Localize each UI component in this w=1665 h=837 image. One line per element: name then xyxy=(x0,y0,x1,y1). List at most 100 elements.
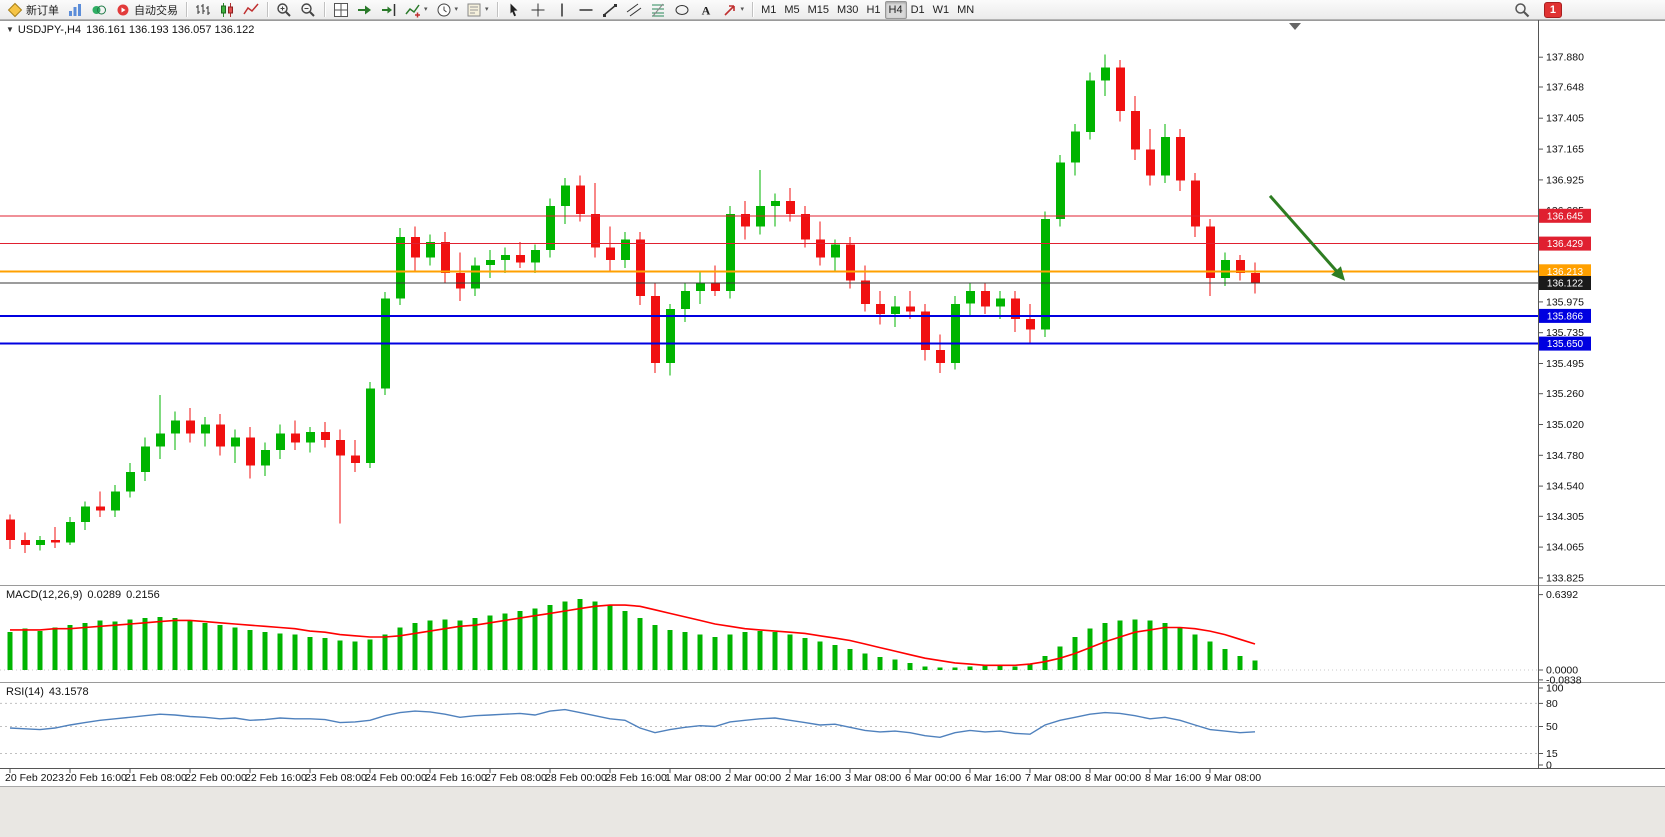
timeframe-m5[interactable]: M5 xyxy=(780,1,803,19)
text-button[interactable]: A xyxy=(694,1,718,19)
svg-text:22 Feb 16:00: 22 Feb 16:00 xyxy=(245,772,307,784)
line-icon xyxy=(243,3,259,14)
svg-text:134.305: 134.305 xyxy=(1546,511,1584,523)
svg-text:2 Mar 00:00: 2 Mar 00:00 xyxy=(725,772,781,784)
chart-window[interactable]: 137.880 137.648 137.405 137.165 136.925 136.6… xyxy=(0,20,1665,786)
notification-badge[interactable]: 1 xyxy=(1543,1,1562,18)
svg-text:80: 80 xyxy=(1546,698,1558,710)
chart-window-icon xyxy=(69,3,81,16)
svg-text:137.165: 137.165 xyxy=(1546,144,1584,156)
indicators-button[interactable]: ▾ xyxy=(401,1,432,19)
price-axis[interactable]: 137.880 137.648 137.405 137.165 136.925 136.6… xyxy=(1538,20,1591,772)
shapes-icon xyxy=(675,4,689,15)
zoom-in-icon xyxy=(277,2,291,17)
text-icon: A xyxy=(701,3,710,17)
zoom-out-button[interactable] xyxy=(296,1,320,19)
market-watch-button[interactable] xyxy=(87,1,111,19)
dropdown-caret-icon: ▾ xyxy=(485,6,489,13)
rsi-name: RSI(14) xyxy=(6,686,44,698)
timeframe-h4-label: H4 xyxy=(888,3,903,16)
dropdown-caret-icon: ▾ xyxy=(424,6,428,13)
timeframe-w1[interactable]: W1 xyxy=(929,1,954,19)
new-order-button[interactable]: 新订单 xyxy=(3,1,63,19)
crosshair-button[interactable] xyxy=(526,1,550,19)
chart-shift-button[interactable] xyxy=(377,1,401,19)
svg-text:1 Mar 08:00: 1 Mar 08:00 xyxy=(665,772,721,784)
window-bottom-strip xyxy=(0,786,1665,837)
timeframe-mn[interactable]: MN xyxy=(953,1,978,19)
arrow-tool-icon xyxy=(723,4,735,16)
chart-window-button[interactable] xyxy=(63,1,87,19)
timeframe-h1[interactable]: H1 xyxy=(862,1,884,19)
bar-chart-button[interactable] xyxy=(191,1,215,19)
svg-text:3 Mar 08:00: 3 Mar 08:00 xyxy=(845,772,901,784)
svg-text:0.6392: 0.6392 xyxy=(1546,589,1578,601)
template-icon xyxy=(467,3,481,16)
vertical-line-button[interactable] xyxy=(550,1,574,19)
svg-text:134.780: 134.780 xyxy=(1546,450,1584,462)
svg-text:24 Feb 16:00: 24 Feb 16:00 xyxy=(425,772,487,784)
svg-text:100: 100 xyxy=(1546,683,1564,695)
svg-text:135.495: 135.495 xyxy=(1546,358,1584,370)
svg-text:135.650: 135.650 xyxy=(1547,339,1584,350)
svg-text:0: 0 xyxy=(1546,760,1552,772)
svg-text:6 Mar 16:00: 6 Mar 16:00 xyxy=(965,772,1021,784)
auto-scroll-button[interactable] xyxy=(353,1,377,19)
timeframe-m30[interactable]: M30 xyxy=(833,1,862,19)
svg-text:7 Mar 08:00: 7 Mar 08:00 xyxy=(1025,772,1081,784)
trend-arrow[interactable] xyxy=(1268,194,1345,281)
svg-text:134.065: 134.065 xyxy=(1546,542,1584,554)
toolbar-separator xyxy=(324,2,325,17)
timeframe-h4[interactable]: H4 xyxy=(884,0,907,19)
tile-windows-button[interactable] xyxy=(329,1,353,19)
search-button[interactable] xyxy=(1510,1,1534,19)
zoom-in-button[interactable] xyxy=(272,1,296,19)
svg-text:-0.0838: -0.0838 xyxy=(1546,674,1582,686)
svg-text:135.260: 135.260 xyxy=(1546,388,1584,400)
autotrading-button[interactable]: 自动交易 xyxy=(111,1,182,19)
shapes-button[interactable] xyxy=(670,1,694,19)
new-order-button-label: 新订单 xyxy=(26,4,59,17)
trendline-button[interactable] xyxy=(598,1,622,19)
rsi-indicator-label: RSI(14) 43.1578 xyxy=(6,686,89,698)
svg-text:9 Mar 08:00: 9 Mar 08:00 xyxy=(1205,772,1261,784)
chart-canvas[interactable]: 137.880 137.648 137.405 137.165 136.925 136.6… xyxy=(0,20,1665,786)
chart-shift-marker[interactable] xyxy=(1289,23,1301,30)
trendline-icon xyxy=(602,3,617,17)
price-chart-svg[interactable]: 137.880 137.648 137.405 137.165 136.925 136.6… xyxy=(0,20,1665,786)
cursor-button[interactable] xyxy=(502,1,526,19)
svg-text:22 Feb 00:00: 22 Feb 00:00 xyxy=(185,772,247,784)
candles-layer xyxy=(6,54,1260,553)
svg-text:0.0000: 0.0000 xyxy=(1546,665,1578,677)
timeframe-w1-label: W1 xyxy=(932,3,950,16)
horizontal-line-button[interactable] xyxy=(574,1,598,19)
line-chart-button[interactable] xyxy=(239,1,263,19)
toolbar-right-icons: 1 xyxy=(1510,1,1662,19)
bars-icon xyxy=(196,3,210,15)
fibonacci-button[interactable] xyxy=(646,1,670,19)
timeframe-d1[interactable]: D1 xyxy=(907,1,929,19)
svg-text:136.213: 136.213 xyxy=(1547,267,1584,278)
periods-button[interactable]: ▾ xyxy=(432,1,463,19)
svg-text:6 Mar 00:00: 6 Mar 00:00 xyxy=(905,772,961,784)
svg-text:27 Feb 08:00: 27 Feb 08:00 xyxy=(485,772,547,784)
svg-text:136.925: 136.925 xyxy=(1546,174,1584,186)
indicators-icon xyxy=(405,4,420,17)
channel-button[interactable] xyxy=(622,1,646,19)
svg-text:137.880: 137.880 xyxy=(1546,52,1584,64)
chart-collapse-triangle-icon[interactable]: ▼ xyxy=(6,25,14,34)
arrows-button[interactable]: ▾ xyxy=(718,1,749,19)
timeframe-m15[interactable]: M15 xyxy=(804,1,833,19)
symbol-period-label: USDJPY-,H4 xyxy=(17,24,82,36)
svg-text:23 Feb 08:00: 23 Feb 08:00 xyxy=(305,772,367,784)
svg-text:134.540: 134.540 xyxy=(1546,481,1584,493)
hline-icon xyxy=(579,8,593,11)
templates-button[interactable]: ▾ xyxy=(462,1,493,19)
ohlc-values: 136.161 136.193 136.057 136.122 xyxy=(86,24,255,36)
candlestick-button[interactable] xyxy=(215,1,239,19)
timeframe-m1[interactable]: M1 xyxy=(757,1,780,19)
level-lines-layer xyxy=(0,215,1538,345)
toolbar-separator xyxy=(496,2,498,17)
